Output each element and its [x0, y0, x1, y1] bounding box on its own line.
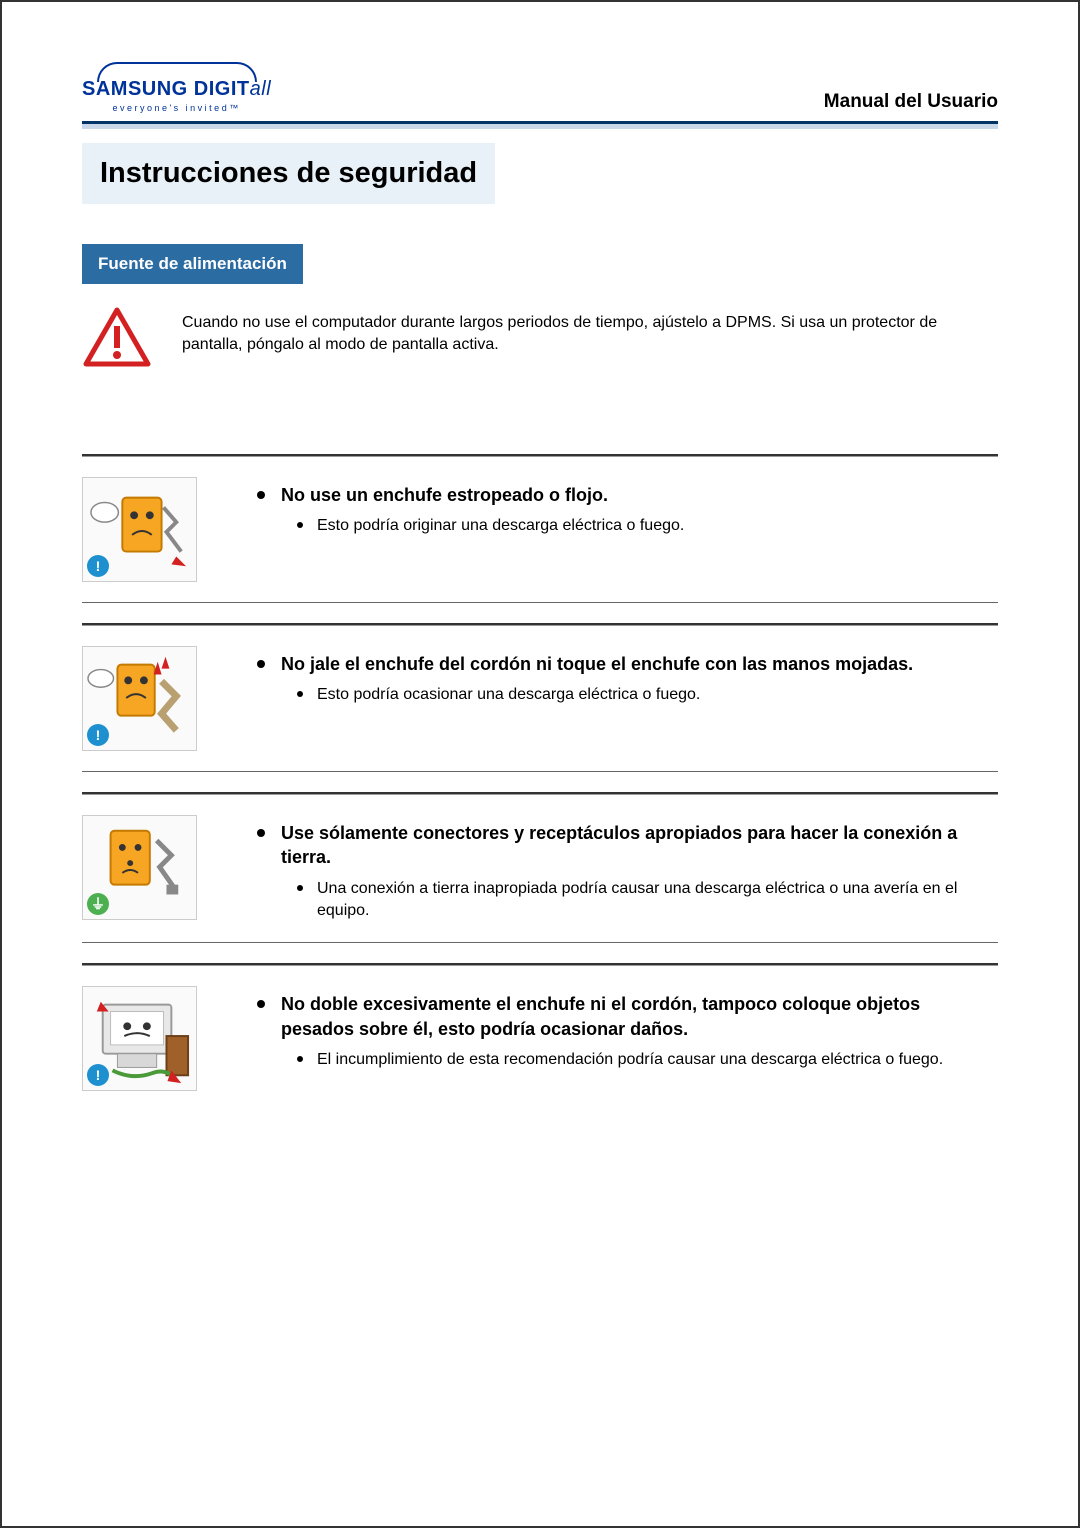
intro-text: Cuando no use el computador durante larg… — [182, 304, 998, 357]
bent-cord-icon: ! — [82, 986, 197, 1091]
item-heading: Use sólamente conectores y receptáculos … — [281, 821, 998, 870]
item-content: No use un enchufe estropeado o flojo. Es… — [257, 477, 998, 538]
grounded-plug-icon: ⏚ — [82, 815, 197, 920]
manual-title: Manual del Usuario — [824, 91, 998, 113]
header: SAMSUNG DIGITall everyone's invited™ Man… — [82, 62, 998, 113]
page-title: Instrucciones de seguridad — [100, 157, 477, 190]
bullet-icon — [257, 1000, 265, 1008]
item-heading: No jale el enchufe del cordón ni toque e… — [281, 652, 913, 676]
damaged-plug-icon: ! — [82, 477, 197, 582]
logo-suffix: all — [250, 78, 272, 100]
header-bar — [82, 121, 998, 129]
safety-item: ⏚ Use sólamente conectores y receptáculo… — [82, 815, 998, 922]
bullet-icon — [297, 691, 303, 697]
divider — [82, 454, 998, 457]
brand-logo: SAMSUNG DIGITall everyone's invited™ — [82, 62, 271, 113]
divider — [82, 942, 998, 943]
divider — [82, 963, 998, 966]
item-sub: Esto podría ocasionar una descarga eléct… — [317, 684, 700, 706]
safety-item: ! No doble excesivamente el enchufe ni e… — [82, 986, 998, 1091]
bullet-icon — [257, 491, 265, 499]
divider — [82, 792, 998, 795]
info-badge-icon: ! — [87, 724, 109, 746]
bullet-icon — [297, 885, 303, 891]
info-badge-icon: ! — [87, 555, 109, 577]
logo-tagline: everyone's invited™ — [112, 103, 240, 113]
section-label: Fuente de alimentación — [82, 244, 303, 284]
ground-badge-icon: ⏚ — [87, 893, 109, 915]
item-content: Use sólamente conectores y receptáculos … — [257, 815, 998, 922]
safety-item: ! No use un enchufe estropeado o flojo. … — [82, 477, 998, 582]
divider — [82, 623, 998, 626]
item-content: No jale el enchufe del cordón ni toque e… — [257, 646, 998, 707]
divider — [82, 602, 998, 603]
divider — [82, 771, 998, 772]
logo-main: SAMSUNG DIGIT — [82, 78, 250, 100]
intro-row: Cuando no use el computador durante larg… — [82, 304, 998, 374]
warning-triangle-icon — [82, 304, 152, 374]
item-sub: El incumplimiento de esta recomendación … — [317, 1049, 943, 1071]
page-title-box: Instrucciones de seguridad — [82, 143, 495, 204]
item-sub: Una conexión a tierra inapropiada podría… — [317, 878, 998, 923]
item-heading: No use un enchufe estropeado o flojo. — [281, 483, 608, 507]
item-content: No doble excesivamente el enchufe ni el … — [257, 986, 998, 1071]
bullet-icon — [257, 829, 265, 837]
safety-item: ! No jale el enchufe del cordón ni toque… — [82, 646, 998, 751]
bullet-icon — [297, 1056, 303, 1062]
item-heading: No doble excesivamente el enchufe ni el … — [281, 992, 998, 1041]
bullet-icon — [257, 660, 265, 668]
item-sub: Esto podría originar una descarga eléctr… — [317, 515, 684, 537]
wet-hands-plug-icon: ! — [82, 646, 197, 751]
bullet-icon — [297, 522, 303, 528]
